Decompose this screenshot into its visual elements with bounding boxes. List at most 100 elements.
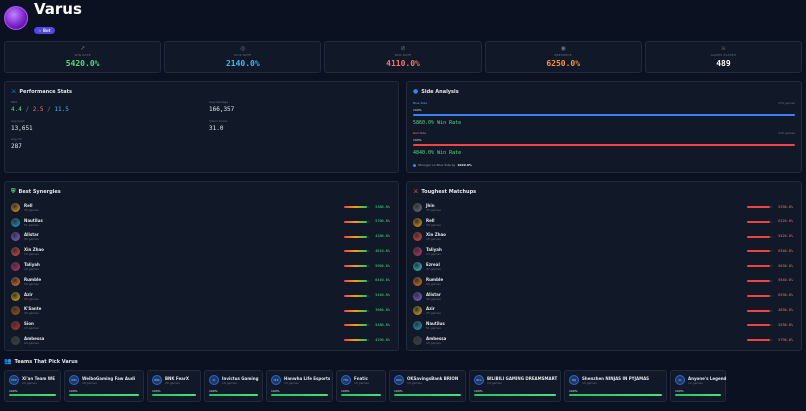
list-item[interactable]: Rumble 59 games 6440.0% — [11, 274, 392, 289]
list-item[interactable]: Azir 25 games 5440.0% — [11, 289, 392, 304]
team-bar-track — [152, 394, 196, 396]
team-bar-track — [9, 394, 56, 396]
team-header: AL Anyone's Legend 12 games — [675, 375, 726, 385]
champion-avatar — [11, 336, 20, 346]
team-card[interactable]: AL Anyone's Legend 12 games 100% — [670, 370, 726, 402]
team-text: Hanwha Life Esports 15 games — [284, 376, 330, 385]
list-item[interactable]: Alistar 30 games 6530.0% — [413, 289, 795, 304]
team-bar — [675, 394, 721, 396]
avg-damage-stat: Avg Damage 166,357 — [209, 100, 234, 113]
list-item[interactable]: Jhin 35 games 5330.0% — [413, 200, 795, 215]
team-header: WFA WeiboGaming Faw Audi 18 games — [69, 375, 139, 385]
team-card[interactable]: SNJ Shenzhen NINJAS IN PYJAMAS 13 games 100… — [564, 370, 667, 402]
list-item[interactable]: Taliyah 19 games 5960.0% — [11, 259, 392, 274]
winrate-bar — [747, 309, 771, 312]
winrate-bar-track — [344, 220, 370, 223]
champion-avatar — [413, 291, 422, 301]
list-item[interactable]: Ambessa 24 games 5790.0% — [413, 333, 795, 348]
team-card[interactable]: HLE Hanwha Life Esports 15 games 100% — [266, 370, 333, 402]
avg-gold-stat: Avg Gold 13,651 — [11, 119, 33, 132]
team-card[interactable]: IG Invictus Gaming 16 games 100% — [204, 370, 263, 402]
synergies-panel: ⛨ Best Synergies Rell 33 games 5380.0% Naut… — [4, 181, 399, 351]
team-pick-pct: 100% — [675, 389, 684, 393]
stat-card[interactable]: ◎ PICK RATE 2140.0% — [164, 41, 322, 73]
winrate-bar-track — [344, 279, 370, 282]
team-card[interactable]: BLG BILIBILI GAMING DREAMSMART 14 games 100… — [469, 370, 561, 402]
stat-value: 4110.0% — [386, 59, 420, 68]
stat-card[interactable]: ⚔ GAMES PLAYED 489 — [644, 41, 803, 73]
red-side-label: Red Side — [413, 131, 427, 135]
list-item[interactable]: Nautilus 51 games 5760.0% — [11, 215, 392, 230]
list-item[interactable]: Rell 33 games 5380.0% — [11, 200, 392, 215]
games-count: 33 games — [426, 222, 441, 227]
presence-icon: ◉ — [560, 45, 566, 52]
list-item-text: Azir 25 games — [426, 306, 441, 315]
games-count: 59 games — [24, 281, 39, 286]
list-item[interactable]: Rell 33 games 6120.0% — [413, 215, 795, 230]
list-item[interactable]: Xin Zhao 15 games 4810.0% — [11, 244, 392, 259]
list-item[interactable]: Ezreal 47 games 5630.0% — [413, 259, 795, 274]
team-bar — [69, 394, 139, 396]
team-text: Fnatic 15 games — [354, 376, 369, 385]
champion-avatar — [11, 247, 20, 257]
list-item-text: Xin Zhao 15 games — [426, 232, 446, 241]
champion-name: Xin Zhao — [24, 247, 44, 253]
performance-title: Performance Stats — [19, 88, 72, 95]
champion-name: Rell — [24, 202, 33, 208]
team-card[interactable]: BNK BNK FearX 20 games 100% — [147, 370, 201, 402]
team-pick-pct: 100% — [394, 389, 403, 393]
vision-value: 31.0 — [209, 125, 224, 132]
stat-card[interactable]: ◉ PRESENCE 6250.0% — [484, 41, 642, 73]
stat-card[interactable]: ↗ WIN RATE 5420.0% — [4, 41, 162, 73]
page-header: Varus ☆ Bot — [4, 1, 82, 36]
list-item-text: K'Sante 33 games — [24, 306, 41, 315]
list-item[interactable]: Rumble 59 games 5540.0% — [413, 274, 795, 289]
team-card[interactable]: FNC Fnatic 15 games 100% — [336, 370, 386, 402]
winrate-value: 5960.0% — [375, 263, 390, 268]
winrate-bar-track — [747, 294, 773, 297]
winrate-bar-track — [344, 324, 370, 327]
team-bar — [152, 394, 196, 396]
team-card[interactable]: BRO OKSavingsBank BRION 14 games 100% — [389, 370, 466, 402]
team-bar-track — [569, 394, 662, 396]
winrate-bar-track — [747, 279, 773, 282]
team-card[interactable]: ETW Xi'an Team WE 23 games 100% — [4, 370, 61, 402]
list-item-text: Alistar 30 games — [426, 292, 441, 301]
winrate-bar-track — [344, 206, 370, 208]
list-item[interactable]: Azir 25 games 4830.0% — [413, 304, 795, 319]
list-item[interactable]: Xin Zhao 15 games 5420.0% — [413, 230, 795, 245]
games-count: 30 games — [24, 237, 39, 242]
blue-dot-icon — [413, 163, 416, 167]
performance-panel: ⚔ Performance Stats KDA 4.4 / 2.5 / 11.5… — [4, 81, 399, 173]
synergies-title-wrap: ⛨ Best Synergies — [11, 188, 61, 196]
list-item[interactable]: Nautilus 51 games 5530.0% — [413, 318, 795, 333]
champion-name: Rell — [426, 217, 435, 223]
team-card[interactable]: WFA WeiboGaming Faw Audi 18 games 100% — [64, 370, 144, 402]
header-text: Varus ☆ Bot — [34, 1, 82, 36]
champion-avatar — [11, 232, 20, 242]
team-games: 16 games — [222, 380, 237, 385]
winrate-bar-track — [344, 250, 370, 253]
blue-side-games: 274 games — [778, 101, 795, 105]
team-text: Anyone's Legend 12 games — [688, 376, 726, 385]
team-bar — [341, 394, 381, 396]
team-bar-track — [209, 394, 258, 396]
winrate-value: 5530.0% — [778, 322, 793, 327]
games-count: 13 games — [426, 252, 441, 257]
winrate-bar — [344, 309, 368, 312]
winrate-bar — [344, 250, 368, 253]
winrate-bar — [747, 279, 771, 282]
champion-avatar — [11, 306, 20, 316]
list-item[interactable]: Ambessa 24 games 4290.0% — [11, 333, 392, 348]
winrate-value: 4830.0% — [778, 308, 793, 313]
stat-card[interactable]: ⊘ BAN RATE 4110.0% — [324, 41, 482, 73]
team-logo: AL — [675, 375, 685, 385]
team-name: BILIBILI GAMING DREAMSMART — [487, 375, 558, 381]
list-item[interactable]: Alistar 30 games 4280.0% — [11, 230, 392, 245]
list-item[interactable]: Sion 13 games 5480.0% — [11, 318, 392, 333]
list-item[interactable]: K'Sante 33 games 3980.0% — [11, 304, 392, 319]
games-count: 13 games — [24, 326, 39, 331]
team-bar-track — [69, 394, 139, 396]
champion-avatar — [413, 247, 422, 257]
list-item[interactable]: Taliyah 13 games 6340.0% — [413, 244, 795, 259]
